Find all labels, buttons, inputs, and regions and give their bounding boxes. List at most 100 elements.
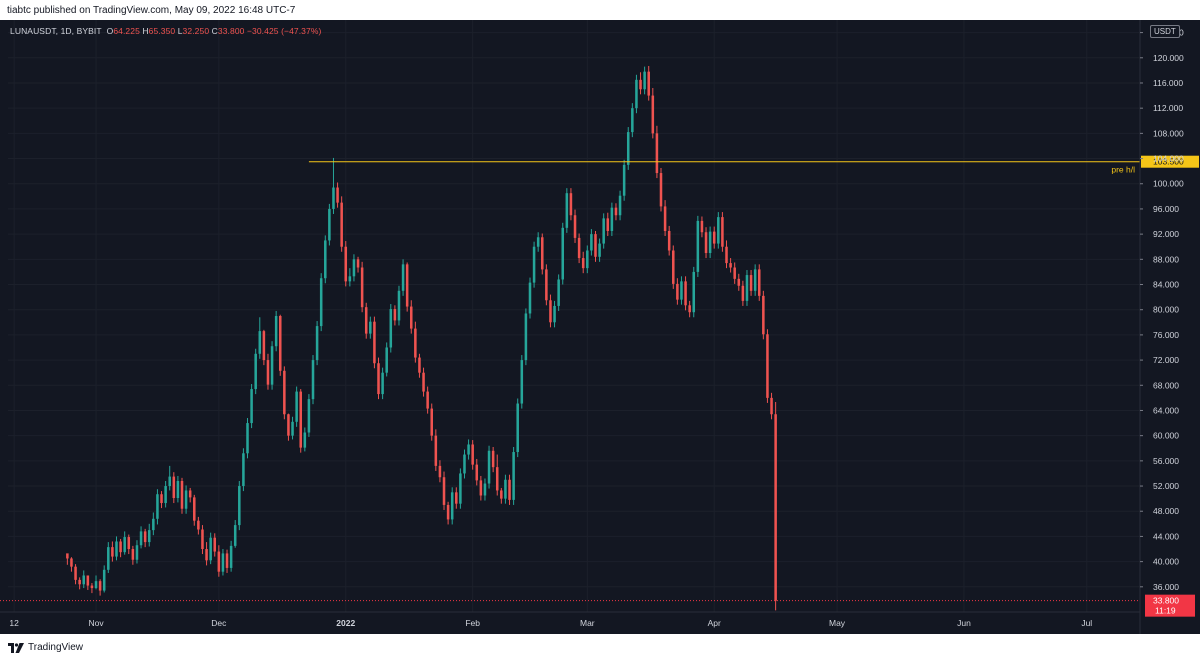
candle-body — [487, 450, 491, 484]
candle-body — [98, 581, 102, 591]
candle-body — [352, 259, 356, 277]
candle-body — [745, 275, 749, 301]
candle-body — [536, 237, 540, 247]
y-tick-label: 64.000 — [1153, 405, 1179, 415]
x-tick-label: 12 — [9, 618, 19, 628]
low-value: 32.250 — [182, 26, 210, 36]
y-tick-label: 36.000 — [1153, 582, 1179, 592]
candle-body — [737, 278, 741, 286]
candle-body — [377, 363, 380, 395]
candle-body — [774, 414, 777, 601]
candle-body — [541, 237, 544, 270]
candle-body — [160, 494, 163, 504]
currency-unit-button[interactable]: USDT — [1150, 25, 1180, 38]
candle-body — [315, 326, 319, 361]
candle-body — [553, 305, 556, 323]
axes: 124.000120.000116.000112.000108.000104.0… — [0, 20, 1184, 634]
x-tick-label: May — [829, 618, 846, 628]
candle-body — [717, 217, 720, 244]
candle-body — [561, 227, 565, 280]
candle-body — [262, 331, 266, 361]
candle-body — [201, 529, 204, 550]
candle-body — [70, 558, 73, 567]
candle-body — [385, 347, 388, 373]
candle-body — [729, 263, 732, 268]
candle-body — [438, 465, 442, 478]
y-tick-label: 52.000 — [1153, 481, 1179, 491]
candle-body — [418, 357, 421, 373]
y-tick-label: 92.000 — [1153, 229, 1179, 239]
candle-body — [733, 267, 736, 279]
candle-body — [344, 246, 348, 282]
candles — [66, 65, 777, 611]
candle-body — [307, 399, 311, 433]
candle-body — [455, 492, 458, 504]
candle-body — [107, 547, 110, 570]
candle-body — [238, 486, 241, 526]
candle-body — [401, 264, 405, 291]
y-tick-label: 44.000 — [1153, 531, 1179, 541]
y-tick-label: 88.000 — [1153, 254, 1179, 264]
candle-body — [569, 193, 573, 216]
candle-body — [495, 467, 499, 491]
y-tick-label: 112.000 — [1153, 103, 1183, 113]
open-label: O — [106, 26, 114, 36]
low-label: L — [177, 26, 183, 36]
candle-body — [78, 579, 81, 585]
candle-body — [414, 328, 417, 358]
candle-body — [184, 490, 188, 509]
candle-body — [250, 389, 253, 424]
candle-body — [405, 264, 409, 307]
candle-body — [397, 290, 401, 321]
candle-body — [545, 269, 548, 301]
candle-body — [266, 360, 270, 385]
y-tick-label: 76.000 — [1153, 330, 1179, 340]
candle-body — [156, 494, 159, 519]
candle-body — [573, 215, 577, 238]
candle-body — [299, 391, 302, 448]
candle-body — [741, 285, 745, 301]
candle-body — [520, 360, 524, 404]
candle-body — [667, 230, 671, 251]
candle-body — [508, 479, 511, 500]
y-tick-label: 60.000 — [1153, 431, 1179, 441]
candle-body — [131, 549, 135, 560]
candle-body — [663, 206, 667, 231]
candle-body — [221, 553, 225, 572]
candle-body — [291, 421, 294, 436]
candle-body — [86, 575, 90, 586]
candle-body — [757, 269, 761, 296]
candle-body — [450, 492, 454, 520]
candle-body — [442, 477, 446, 505]
high-label: H — [142, 26, 149, 36]
candle-body — [283, 370, 286, 415]
last-price-tag — [1145, 594, 1195, 617]
candle-body — [700, 220, 704, 233]
candle-body — [586, 250, 589, 269]
candle-body — [635, 79, 638, 109]
y-tick-label: 120.000 — [1153, 53, 1184, 63]
candle-body — [147, 530, 151, 543]
candle-body — [356, 259, 360, 268]
grid — [8, 20, 1140, 612]
candle-body — [471, 444, 474, 465]
candle-body — [381, 372, 384, 395]
candle-body — [434, 435, 438, 466]
candle-body — [688, 305, 691, 313]
candle-body — [324, 240, 327, 279]
candle-body — [123, 537, 126, 553]
currency-unit-label: USDT — [1154, 27, 1176, 36]
candle-body — [659, 173, 663, 207]
candle-body — [581, 258, 585, 269]
candle-body — [135, 545, 139, 560]
symbol-legend: LUNAUSDT, 1D, BYBIT O64.225 H65.350 L32.… — [10, 26, 321, 36]
candle-body — [205, 549, 208, 561]
candle-body — [229, 545, 233, 568]
candle-body — [74, 566, 77, 580]
candle-body — [712, 231, 716, 244]
brand-footer: TradingView — [0, 634, 1200, 661]
candle-body — [270, 346, 274, 385]
